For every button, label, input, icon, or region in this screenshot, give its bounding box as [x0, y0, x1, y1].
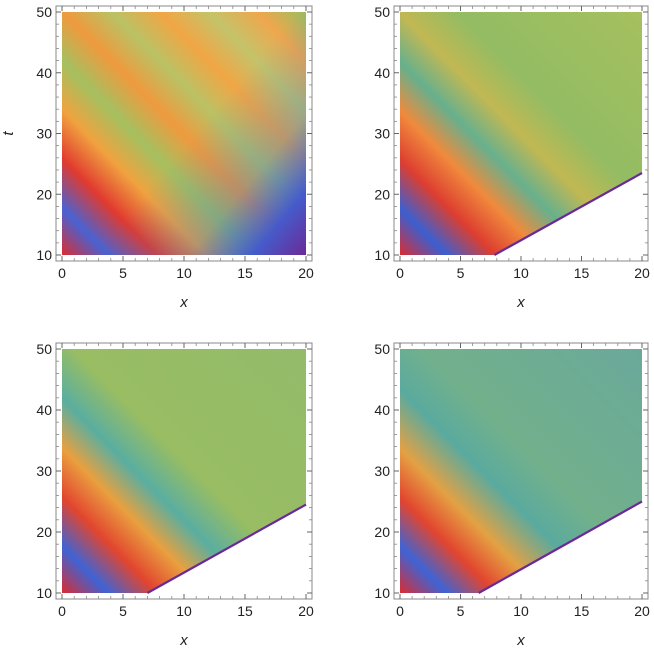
y-tick-label: 10 [374, 585, 390, 601]
y-tick-label: 40 [36, 65, 52, 81]
y-tick-label: 50 [36, 341, 52, 357]
domain-boundary [478, 500, 643, 594]
x-tick-label: 5 [119, 603, 127, 619]
x-tick-label: 10 [176, 265, 192, 281]
y-tick-label: 20 [36, 524, 52, 540]
x-axis-label: x [516, 632, 525, 649]
y-tick-label: 30 [374, 463, 390, 479]
y-tick-label: 20 [36, 186, 52, 202]
y-tick-label: 30 [36, 126, 52, 142]
x-axis-label: x [179, 294, 188, 311]
x-tick-label: 20 [298, 265, 314, 281]
x-tick-label: 5 [457, 603, 465, 619]
y-tick-label: 40 [374, 65, 390, 81]
x-tick-label: 15 [574, 603, 590, 619]
x-tick-label: 20 [634, 603, 650, 619]
x-tick-label: 20 [634, 265, 650, 281]
x-tick-label: 20 [298, 603, 314, 619]
heatmap-low-region [62, 12, 306, 255]
domain-boundary [146, 503, 307, 594]
y-tick-label: 20 [374, 186, 390, 202]
y-tick-label: 50 [36, 4, 52, 20]
domain-boundary [493, 172, 643, 256]
heatmap-surface [400, 12, 642, 255]
y-tick-label: 10 [36, 585, 52, 601]
y-tick-label: 10 [374, 247, 390, 263]
x-tick-label: 5 [119, 265, 127, 281]
y-tick-label: 50 [374, 341, 390, 357]
panel-bottom-left: 0 5 10 15 20 10 20 30 40 50 x [36, 341, 314, 649]
x-tick-label: 0 [396, 603, 404, 619]
y-tick-label: 40 [374, 402, 390, 418]
y-tick-label: 10 [36, 247, 52, 263]
x-tick-label: 15 [237, 603, 253, 619]
x-axis-label: x [516, 294, 525, 311]
x-tick-label: 0 [58, 603, 66, 619]
panel-top-right: 0 5 10 15 20 10 20 30 40 50 x [374, 4, 650, 311]
heatmap-surface [400, 349, 642, 593]
y-tick-label: 30 [36, 463, 52, 479]
x-tick-label: 15 [237, 265, 253, 281]
heatmap-surface [62, 349, 306, 593]
x-tick-label: 10 [176, 603, 192, 619]
panel-top-left: 0 5 10 15 20 10 20 30 40 50 x t [0, 4, 314, 311]
y-tick-label: 50 [374, 4, 390, 20]
y-tick-label: 40 [36, 402, 52, 418]
x-tick-label: 0 [58, 265, 66, 281]
x-tick-label: 10 [513, 603, 529, 619]
panel-bottom-right: 0 5 10 15 20 10 20 30 40 50 x [374, 341, 650, 649]
y-tick-label: 30 [374, 126, 390, 142]
x-axis-label: x [179, 632, 188, 649]
x-tick-label: 10 [513, 265, 529, 281]
x-tick-label: 5 [457, 265, 465, 281]
y-axis-label: t [0, 131, 17, 136]
x-tick-label: 15 [574, 265, 590, 281]
y-tick-label: 20 [374, 524, 390, 540]
x-tick-label: 0 [396, 265, 404, 281]
